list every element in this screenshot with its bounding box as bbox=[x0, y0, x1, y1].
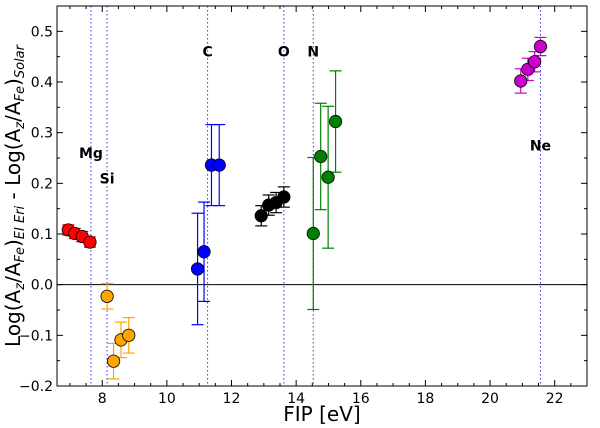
x-tick-label: 14 bbox=[287, 391, 305, 407]
element-label-ne: Ne bbox=[530, 138, 551, 154]
y-axis-title-subscript: Solar bbox=[13, 43, 28, 78]
y-axis-title-part: Log(A bbox=[1, 289, 25, 347]
x-tick-label: 12 bbox=[223, 391, 241, 407]
y-axis-title-part: ) bbox=[1, 239, 25, 247]
point-n-4 bbox=[328, 114, 343, 129]
y-axis-title-subscript: EI Eri bbox=[13, 205, 28, 239]
point-ne-1 bbox=[514, 74, 528, 88]
y-axis-title-part: - Log(A bbox=[1, 128, 25, 205]
x-axis-title: FIP [eV] bbox=[283, 402, 360, 426]
y-axis-title: Log(Az/AFe)EI Eri - Log(Az/AFe)Solar bbox=[1, 43, 28, 347]
reference-lines-layer bbox=[57, 6, 587, 386]
error-bars-layer bbox=[62, 36, 547, 380]
y-tick-label: 0.4 bbox=[31, 75, 53, 91]
point-si-2 bbox=[106, 354, 121, 368]
x-tick-label: 18 bbox=[417, 391, 435, 407]
element-label-mg: Mg bbox=[79, 146, 103, 162]
point-o-4 bbox=[277, 190, 291, 204]
point-c-2 bbox=[197, 245, 211, 259]
y-axis-title-subscript: z bbox=[13, 121, 28, 130]
y-tick-label: −0.1 bbox=[19, 328, 53, 344]
point-o-1 bbox=[254, 209, 268, 223]
y-axis-title-subscript: z bbox=[13, 282, 28, 291]
axis-ticks-layer: 8 10 12 14 16 18 20 22 −0.2 −0.1 0.0 0.1 0.2 0.3 0.4 0.… bbox=[19, 5, 588, 407]
point-n-2 bbox=[314, 149, 328, 164]
point-mg-4 bbox=[83, 235, 97, 249]
y-axis-title-part: /A bbox=[1, 262, 25, 283]
point-ne-3 bbox=[528, 55, 542, 69]
point-ne-4 bbox=[533, 39, 548, 54]
x-tick-label: 22 bbox=[546, 391, 564, 407]
x-tick-label: 16 bbox=[352, 391, 370, 407]
x-tick-label: 20 bbox=[481, 391, 499, 407]
y-axis-title-part: ) bbox=[1, 78, 25, 86]
y-tick-label: 0.3 bbox=[31, 126, 53, 142]
y-tick-label: 0.2 bbox=[31, 176, 53, 192]
element-label-n: N bbox=[307, 45, 319, 61]
element-labels-layer: Mg Si C O N Ne bbox=[79, 45, 551, 188]
point-n-1 bbox=[306, 226, 320, 241]
element-label-o: O bbox=[278, 45, 290, 61]
data-points-layer bbox=[61, 39, 548, 368]
x-tick-label: 8 bbox=[98, 391, 107, 407]
y-tick-label: 0.1 bbox=[31, 227, 53, 243]
y-tick-label: −0.2 bbox=[19, 379, 53, 395]
point-n-3 bbox=[321, 170, 335, 184]
x-tick-label: 10 bbox=[158, 391, 176, 407]
element-label-c: C bbox=[202, 45, 212, 61]
point-si-1 bbox=[100, 289, 114, 303]
element-label-si: Si bbox=[100, 171, 115, 187]
y-axis-title-part: /A bbox=[1, 101, 25, 122]
y-tick-label: 0.0 bbox=[31, 278, 53, 294]
plot-frame bbox=[56, 5, 588, 387]
point-c-1 bbox=[190, 262, 205, 276]
y-axis-title-subscript: Fe bbox=[13, 247, 28, 262]
y-axis-title-subscript: Fe bbox=[13, 86, 28, 101]
point-c-4 bbox=[212, 158, 226, 172]
point-si-4 bbox=[122, 328, 136, 342]
y-tick-label: 0.5 bbox=[31, 24, 53, 40]
